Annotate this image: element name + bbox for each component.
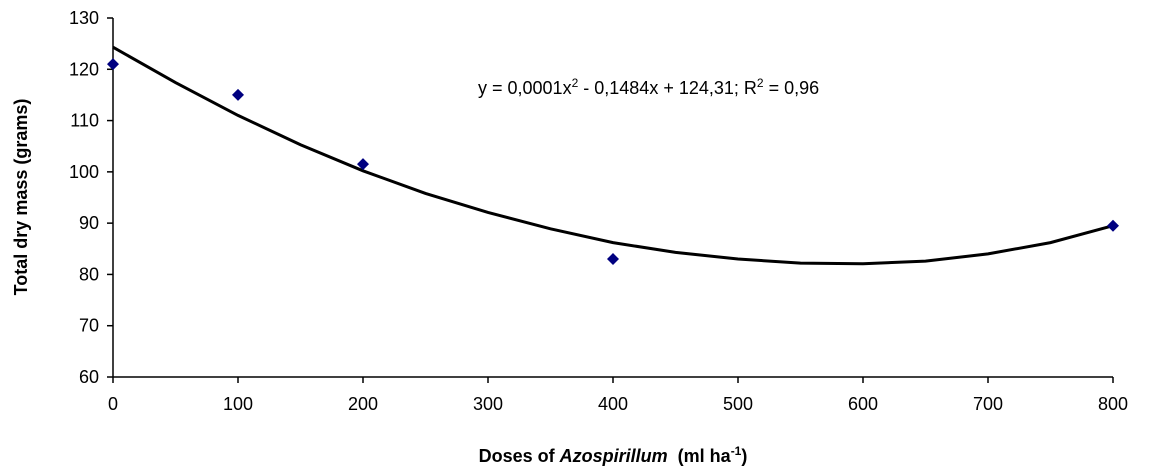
x-axis-label: Doses of Azospirillum (ml ha-1)	[479, 444, 748, 466]
data-point	[357, 158, 369, 171]
trendline-equation-part: = 0,96	[764, 78, 820, 98]
trendline-equation-part: - 0,1484x + 124,31; R	[578, 78, 757, 98]
x-tick-label: 200	[348, 394, 378, 414]
trendline-equation-part: y = 0,0001x	[478, 78, 572, 98]
y-tick-label: 110	[70, 111, 99, 131]
data-point	[1107, 219, 1119, 232]
x-axis-label-part: Azospirillum	[559, 446, 668, 466]
y-tick-label: 90	[79, 213, 99, 233]
trendline-equation-part: 2	[572, 76, 579, 90]
y-tick-label: 120	[69, 59, 99, 79]
trendline-equation: y = 0,0001x2 - 0,1484x + 124,31; R2 = 0,…	[478, 76, 819, 98]
y-tick-label: 60	[79, 367, 99, 387]
x-tick-label: 0	[108, 394, 118, 414]
data-point	[107, 58, 119, 71]
x-tick-label: 500	[723, 394, 753, 414]
x-axis-label-part: )	[741, 446, 747, 466]
y-tick-label: 80	[79, 264, 99, 284]
x-tick-label: 600	[848, 394, 878, 414]
x-tick-label: 100	[223, 394, 253, 414]
y-tick-label: 70	[79, 316, 99, 336]
data-point	[232, 88, 244, 101]
x-axis-label-part: Doses of	[479, 446, 560, 466]
trendline	[112, 45, 1114, 266]
y-tick-label: 100	[69, 162, 99, 182]
x-tick-label: 800	[1098, 394, 1128, 414]
x-axis-label-part: -1	[731, 444, 742, 458]
data-point	[607, 253, 619, 266]
x-tick-label: 700	[973, 394, 1003, 414]
x-tick-label: 400	[598, 394, 628, 414]
x-tick-label: 300	[473, 394, 503, 414]
y-tick-label: 130	[69, 8, 99, 28]
y-axis-label: Total dry mass (grams)	[11, 99, 31, 296]
trendline-equation-part: 2	[757, 76, 764, 90]
x-axis-label-part: (ml ha	[668, 446, 732, 466]
